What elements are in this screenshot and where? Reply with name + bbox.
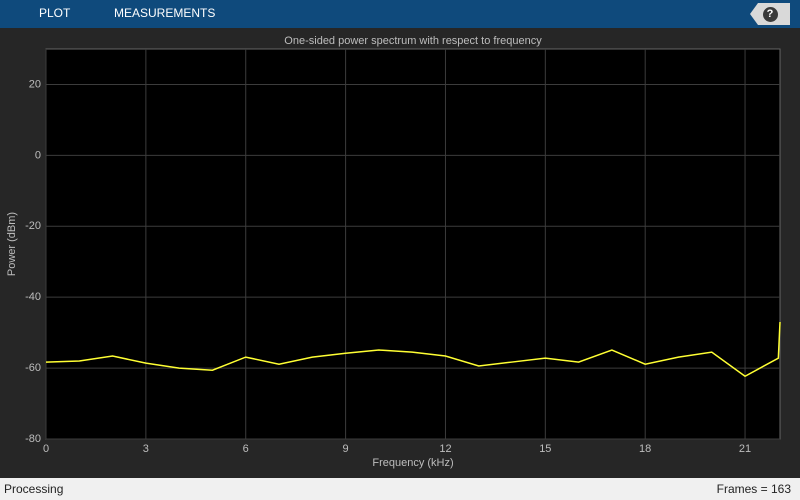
toolbar: PLOT MEASUREMENTS ? <box>0 0 800 28</box>
plot-area <box>45 48 781 440</box>
x-tick-label: 9 <box>343 443 349 455</box>
spectrum-line <box>45 321 781 378</box>
x-tick-label: 15 <box>539 443 551 455</box>
y-tick-label: -20 <box>25 220 41 232</box>
status-left: Processing <box>4 482 64 496</box>
chart-title: One-sided power spectrum with respect to… <box>284 35 542 47</box>
chart: One-sided power spectrum with respect to… <box>6 35 781 469</box>
x-axis-label: Frequency (kHz) <box>372 457 453 469</box>
y-tick-label: -40 <box>25 291 41 303</box>
tab[interactable]: MEASUREMENTS <box>114 6 216 20</box>
tab[interactable]: PLOT <box>39 6 71 20</box>
x-tick-label: 21 <box>739 443 751 455</box>
status-bar: Processing Frames = 163 <box>0 478 800 500</box>
x-tick-label: 6 <box>243 443 249 455</box>
help-button[interactable]: ? <box>750 3 790 25</box>
y-tick-label: -60 <box>25 362 41 374</box>
x-tick-label: 18 <box>639 443 651 455</box>
y-tick-label: 20 <box>29 78 41 90</box>
y-axis-label: Power (dBm) <box>6 212 18 276</box>
y-tick-label: -80 <box>25 433 41 445</box>
x-tick-label: 12 <box>439 443 451 455</box>
status-right: Frames = 163 <box>716 482 791 496</box>
x-tick-label: 0 <box>43 443 49 455</box>
y-tick-label: 0 <box>35 149 41 161</box>
help-icon[interactable]: ? <box>762 6 778 22</box>
x-tick-label: 3 <box>143 443 149 455</box>
